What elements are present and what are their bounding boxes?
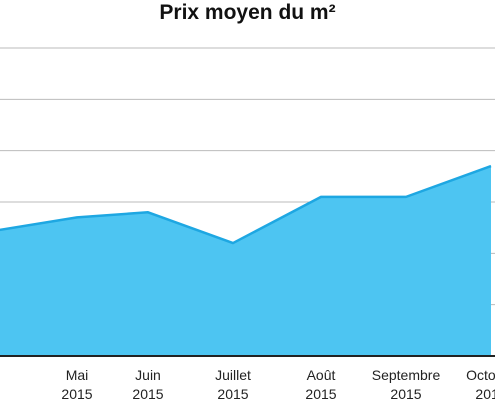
x-tick-labels: Avril2015Mai2015Juin2015Juillet2015Août2…: [61, 367, 495, 400]
x-tick-month-2: Juin: [135, 367, 161, 383]
x-tick-year-1: 2015: [61, 386, 92, 400]
x-tick-month-5: Septembre: [372, 367, 441, 383]
x-tick-month-4: Août: [307, 367, 336, 383]
x-tick-year-6: 2015: [475, 386, 495, 400]
x-tick-year-3: 2015: [217, 386, 248, 400]
x-tick-month-6: Octobre: [466, 367, 495, 383]
area-series: [0, 164, 492, 356]
x-tick-month-3: Juillet: [215, 367, 251, 383]
area-fill: [0, 166, 491, 356]
x-tick-year-4: 2015: [305, 386, 336, 400]
chart-title: Prix moyen du m²: [159, 1, 336, 24]
x-tick-year-5: 2015: [390, 386, 421, 400]
x-tick-year-2: 2015: [132, 386, 163, 400]
x-tick-month-1: Mai: [66, 367, 89, 383]
